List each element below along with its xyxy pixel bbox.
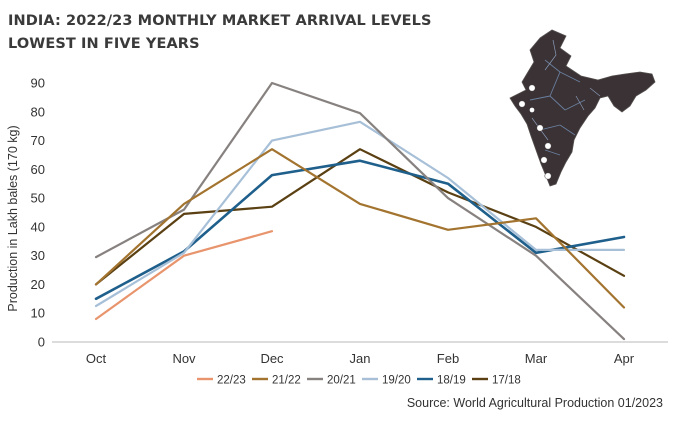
legend-label-21-22: 21/22 — [272, 375, 301, 387]
x-tick-label: Apr — [614, 351, 635, 366]
legend-label-20-21: 20/21 — [327, 375, 356, 387]
y-tick-label: 10 — [31, 306, 45, 321]
series-line-21-22 — [94, 148, 626, 309]
y-tick-label: 90 — [31, 76, 45, 91]
series-line-22-23 — [94, 230, 274, 321]
x-tick-label: Feb — [437, 351, 459, 366]
y-tick-label: 0 — [38, 335, 45, 350]
series-line-17-18 — [94, 148, 626, 286]
y-tick-label: 80 — [31, 104, 45, 119]
source-note: Source: World Agricultural Production 01… — [406, 396, 663, 410]
y-tick-label: 70 — [31, 133, 45, 148]
series-line-18-19 — [94, 159, 626, 301]
chart-title: INDIA: 2022/23 MONTHLY MARKET ARRIVAL LE… — [8, 10, 488, 56]
axes: 0 10 20 30 40 50 60 70 80 90 Oct Nov Dec Jan Feb Mar Apr… — [6, 76, 668, 366]
india-map-image — [509, 29, 656, 187]
y-tick-label: 20 — [31, 277, 45, 292]
x-tick-label: Oct — [86, 351, 107, 366]
legend: 22/23 21/22 20/21 19/20 18/19 17/18 — [197, 375, 521, 387]
y-axis-label: Production in Lakh bales (170 kg) — [6, 125, 20, 311]
legend-label-18-19: 18/19 — [437, 375, 466, 387]
x-tick-label: Mar — [525, 351, 548, 366]
x-tick-label: Dec — [260, 351, 284, 366]
y-tick-label: 60 — [31, 162, 45, 177]
x-tick-label: Jan — [350, 351, 371, 366]
series-line-19-20 — [94, 120, 626, 308]
legend-label-22-23: 22/23 — [217, 375, 246, 387]
y-tick-label: 30 — [31, 248, 45, 263]
chart-title-line-1: INDIA: 2022/23 MONTHLY MARKET ARRIVAL LE… — [8, 13, 432, 29]
y-tick-label: 40 — [31, 219, 45, 234]
legend-label-19-20: 19/20 — [382, 375, 411, 387]
legend-label-17-18: 17/18 — [492, 375, 521, 387]
series-layer — [94, 81, 626, 341]
y-tick-label: 50 — [31, 191, 45, 206]
chart-title-line-2: LOWEST IN FIVE YEARS — [8, 36, 200, 52]
series-line-20-21 — [94, 81, 626, 341]
x-tick-label: Nov — [172, 351, 196, 366]
